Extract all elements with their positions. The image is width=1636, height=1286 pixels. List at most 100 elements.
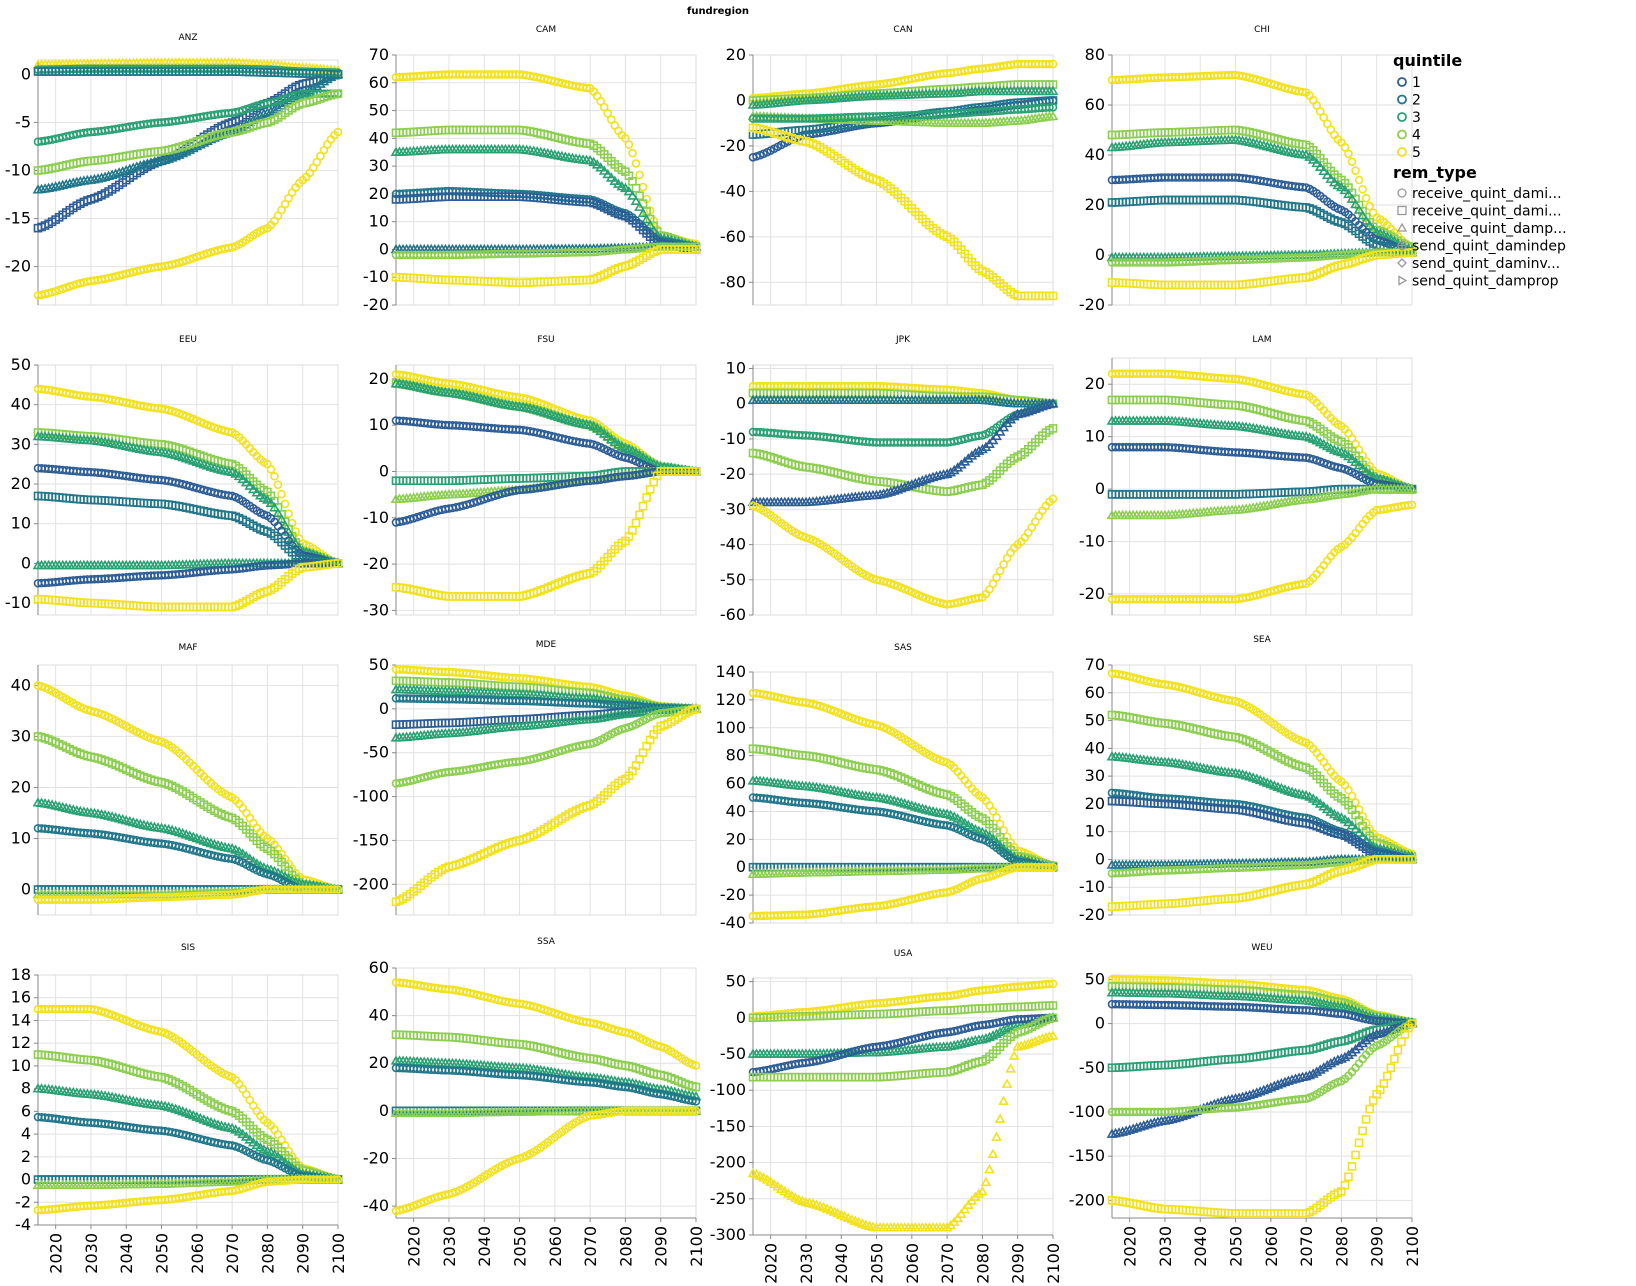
y-tick-label: 20 xyxy=(11,474,31,493)
y-tick-label: 0 xyxy=(379,239,389,258)
series-q5 xyxy=(391,245,701,288)
data-point xyxy=(316,151,325,161)
data-point xyxy=(621,134,630,143)
y-tick-label: 0 xyxy=(21,64,31,83)
y-tick-label: 20 xyxy=(369,369,389,388)
panels: ANZ0-5-10-15-20CAM706050403020100-10-20C… xyxy=(5,25,1422,1284)
data-point xyxy=(1354,175,1364,185)
data-point xyxy=(638,501,648,511)
data-point xyxy=(691,245,701,254)
data-point xyxy=(322,73,333,84)
data-point xyxy=(117,166,129,176)
data-point xyxy=(598,165,610,175)
data-point xyxy=(627,190,638,200)
data-point xyxy=(265,106,277,116)
data-point xyxy=(106,169,118,179)
data-point xyxy=(166,152,178,162)
data-point xyxy=(1358,185,1367,194)
data-point xyxy=(290,90,302,101)
panel-title: FSU xyxy=(537,335,554,345)
y-tick-label: 50 xyxy=(369,101,389,120)
y-tick-label: 60 xyxy=(1085,95,1105,114)
series-q3 xyxy=(33,89,343,146)
series-q2 xyxy=(33,491,343,568)
panel-frame xyxy=(395,54,697,306)
facet-header: fundregion xyxy=(687,6,749,17)
series-q5 xyxy=(748,494,1058,609)
y-tick-label: 0 xyxy=(1095,245,1105,264)
data-point xyxy=(631,183,641,193)
y-tick-label: 0 xyxy=(736,90,746,109)
y-tick-label: -20 xyxy=(363,554,389,573)
y-tick-label: -10 xyxy=(5,160,31,179)
panel-title: CAM xyxy=(536,25,556,35)
data-point xyxy=(1048,59,1058,69)
data-point xyxy=(270,471,279,481)
data-point xyxy=(110,168,122,178)
data-point xyxy=(325,71,337,82)
series-q3 xyxy=(747,85,1059,109)
data-point xyxy=(635,510,644,520)
y-tick-label: 0 xyxy=(379,461,389,480)
y-tick-label: 10 xyxy=(726,359,746,378)
data-point xyxy=(273,480,283,489)
y-tick-label: 80 xyxy=(1085,45,1105,64)
data-point xyxy=(142,158,153,168)
data-point xyxy=(1347,157,1357,167)
y-tick-label: -60 xyxy=(720,605,746,624)
data-point xyxy=(184,144,196,154)
y-tick-label: 0 xyxy=(21,553,31,572)
data-point xyxy=(177,147,189,158)
data-point xyxy=(262,107,273,117)
data-point xyxy=(631,518,641,528)
data-point xyxy=(312,157,322,167)
y-tick-label: 0 xyxy=(736,394,746,413)
y-tick-label: -20 xyxy=(5,257,31,276)
y-tick-label: -40 xyxy=(720,181,746,200)
data-point xyxy=(603,109,613,118)
data-point xyxy=(634,201,645,211)
y-tick-label: -20 xyxy=(1079,295,1105,314)
y-tick-label: -20 xyxy=(363,295,389,314)
data-point xyxy=(599,102,609,112)
data-point xyxy=(333,70,343,79)
data-point xyxy=(1361,193,1371,203)
series-q1 xyxy=(747,398,1059,507)
y-tick-label: -60 xyxy=(720,227,746,246)
y-tick-label: 10 xyxy=(369,415,389,434)
y-tick-label: 30 xyxy=(369,156,389,175)
data-point xyxy=(333,127,343,137)
data-point xyxy=(630,195,642,206)
y-tick-label: -10 xyxy=(720,429,746,448)
data-point xyxy=(605,172,617,182)
data-point xyxy=(620,182,631,193)
data-point xyxy=(156,155,167,165)
data-point xyxy=(624,140,634,149)
y-tick-label: -20 xyxy=(720,464,746,483)
data-point xyxy=(258,108,270,118)
y-tick-label: -80 xyxy=(720,272,746,291)
series-q5 xyxy=(33,127,343,300)
data-point xyxy=(180,146,192,156)
data-point xyxy=(131,161,143,171)
series-q2 xyxy=(33,67,343,79)
series-q5 xyxy=(748,123,1058,301)
y-tick-label: -10 xyxy=(363,508,389,527)
data-point xyxy=(638,182,648,192)
data-point xyxy=(103,170,114,180)
y-tick-label: 60 xyxy=(369,73,389,92)
y-tick-label: 40 xyxy=(11,395,31,414)
panel-title: EEU xyxy=(179,335,197,345)
data-point xyxy=(269,104,280,114)
data-point xyxy=(642,493,651,502)
data-point xyxy=(1047,110,1059,121)
data-point xyxy=(272,102,284,112)
data-point xyxy=(138,159,150,169)
data-point xyxy=(582,83,591,93)
y-tick-label: -10 xyxy=(5,593,31,612)
